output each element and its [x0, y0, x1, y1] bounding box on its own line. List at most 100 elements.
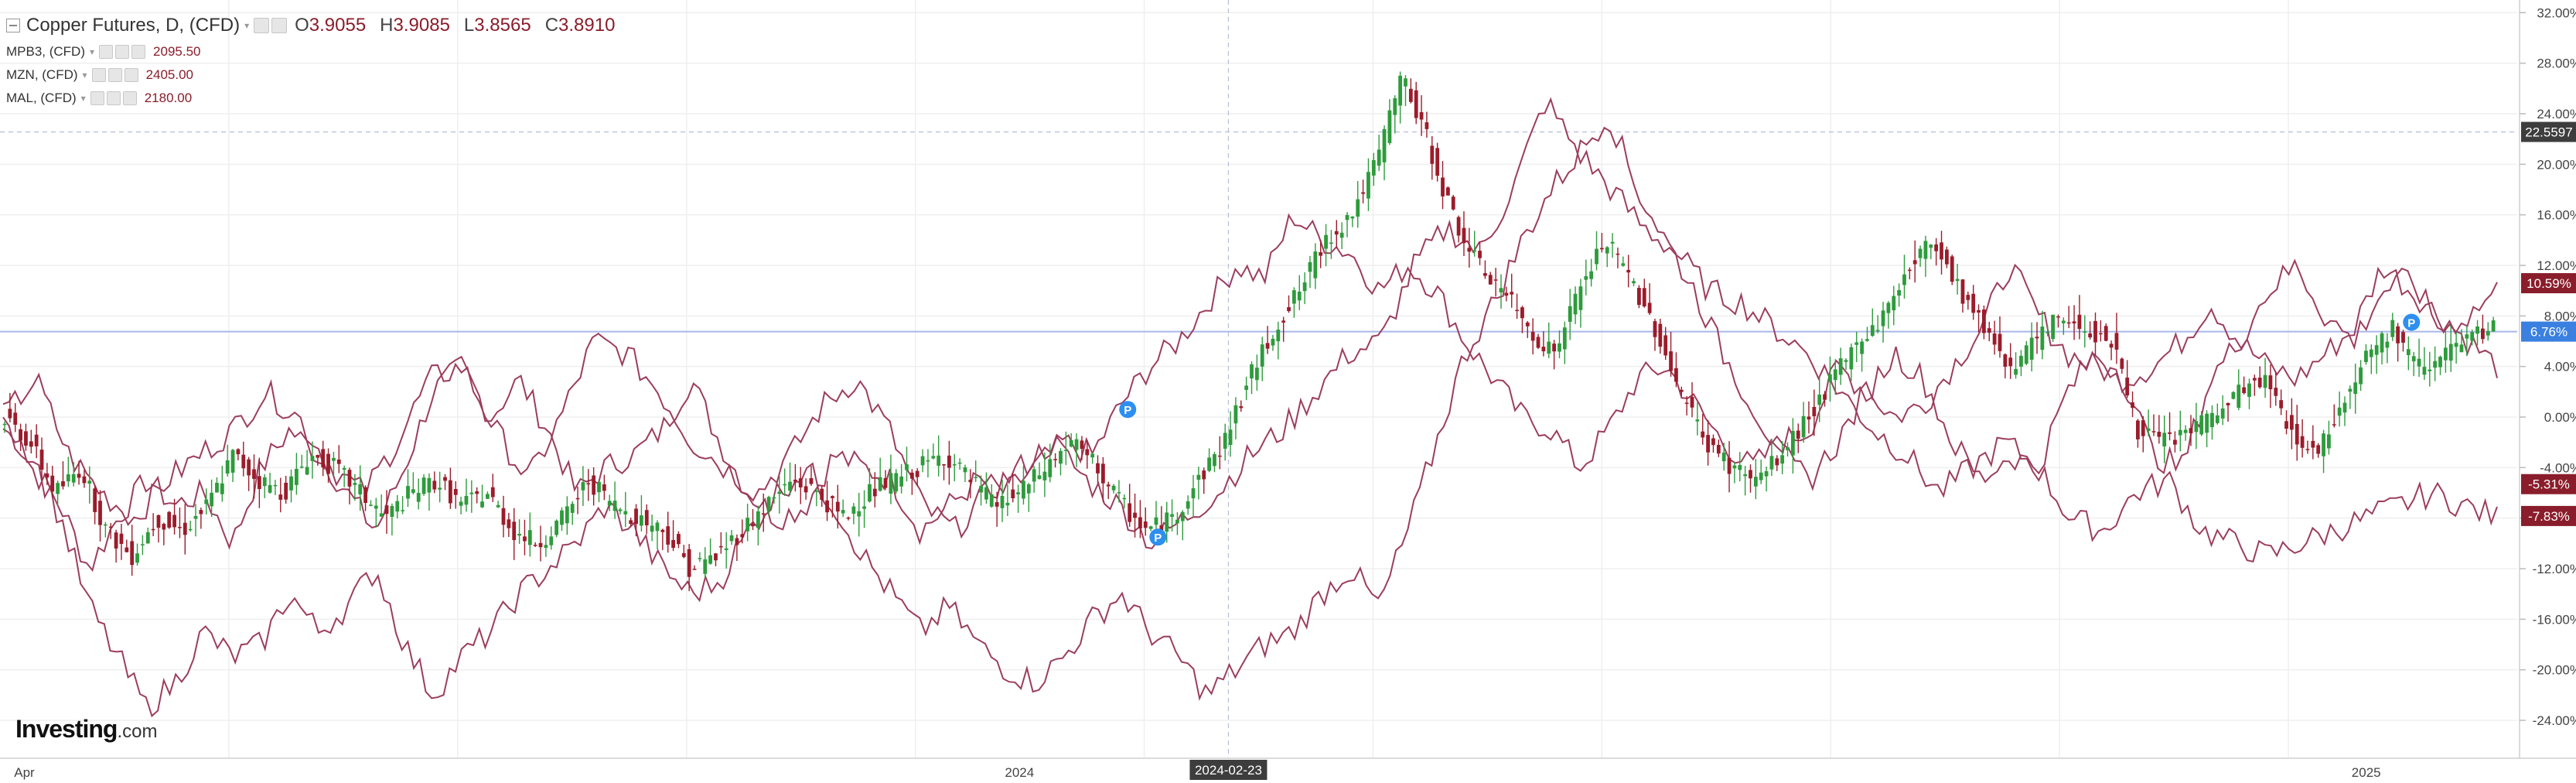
candle-up: [1329, 242, 1333, 244]
candle-up: [2422, 367, 2427, 375]
brand-logo[interactable]: Investing.com: [15, 715, 158, 743]
candle-down: [1706, 435, 1711, 453]
candle-down: [13, 412, 18, 425]
compare-symbol[interactable]: MZN, (CFD): [6, 67, 78, 82]
candle-down: [1912, 260, 1917, 265]
chevron-down-icon[interactable]: ▾: [80, 93, 86, 104]
chevron-down-icon[interactable]: ▾: [244, 20, 250, 31]
ohlc-low: L3.8565: [463, 15, 531, 36]
eye-icon[interactable]: [91, 68, 106, 82]
settings-icon[interactable]: [107, 68, 122, 82]
candle-down: [1934, 244, 1939, 251]
compare-symbol[interactable]: MPB3, (CFD): [6, 44, 85, 59]
candle-up: [421, 477, 426, 494]
candle-up: [1578, 286, 1583, 310]
candle-up: [2486, 330, 2490, 336]
candle-up: [1165, 512, 1169, 532]
candle-up: [225, 460, 230, 474]
candle-up: [1786, 447, 1790, 450]
chevron-down-icon[interactable]: ▾: [82, 70, 87, 80]
candle-up: [1254, 368, 1259, 381]
candle-up: [1854, 342, 1859, 345]
candle-up: [783, 484, 787, 486]
candle-down: [761, 513, 766, 515]
candle-up: [1759, 472, 1763, 480]
candle-down: [2396, 326, 2400, 344]
candle-down: [336, 459, 341, 464]
settings-icon[interactable]: [106, 91, 121, 105]
close-icon[interactable]: [124, 68, 138, 82]
candle-up: [703, 559, 708, 574]
badge-mpb3-bg: [2521, 474, 2576, 494]
candle-down: [1530, 331, 1535, 341]
candle-down: [2098, 333, 2103, 335]
main-symbol[interactable]: Copper Futures, D, (CFD): [26, 15, 241, 36]
candle-down: [1940, 242, 1943, 260]
candle-up: [2385, 341, 2390, 348]
candle-up: [2443, 347, 2448, 361]
candle-up: [358, 484, 363, 495]
candle-up: [1732, 465, 1737, 469]
settings-icon[interactable]: [271, 18, 288, 33]
candle-down: [1483, 273, 1487, 276]
candle-down: [1823, 394, 1827, 400]
candle-up: [1074, 439, 1079, 450]
candle-down: [671, 539, 675, 549]
candle-down: [2268, 375, 2273, 390]
candle-down: [1637, 288, 1641, 306]
chevron-down-icon[interactable]: ▾: [90, 46, 95, 57]
candle-down: [1414, 90, 1418, 118]
candle-down: [1510, 292, 1514, 295]
candle-up: [1929, 244, 1933, 248]
candle-up: [1111, 485, 1116, 491]
candle-down: [1053, 459, 1058, 460]
candle-down: [39, 450, 44, 470]
candle-up: [1558, 343, 1561, 352]
ohlc-open: O3.9055: [295, 15, 367, 36]
close-icon[interactable]: [122, 91, 137, 105]
candle-down: [681, 552, 686, 557]
candle-up: [145, 532, 150, 544]
collapse-icon[interactable]: [6, 19, 20, 32]
candle-up: [1345, 214, 1349, 221]
candle-down: [2252, 378, 2257, 381]
candle-up: [1297, 291, 1302, 301]
candle-up: [777, 491, 782, 494]
eye-icon[interactable]: [99, 45, 114, 59]
compare-symbol[interactable]: MAL, (CFD): [6, 91, 77, 105]
candle-down: [1701, 431, 1705, 438]
candle-down: [2289, 415, 2294, 430]
candle-down: [1982, 309, 1986, 333]
candle-down: [798, 478, 803, 487]
candle-down: [2008, 357, 2013, 367]
candle-up: [1918, 248, 1923, 258]
candle-down: [602, 484, 606, 491]
candle-up: [1260, 344, 1264, 367]
candle-up: [2247, 383, 2251, 397]
candle-up: [390, 505, 394, 517]
candle-down: [735, 538, 739, 545]
candle-up: [1769, 456, 1774, 470]
candle-up: [427, 477, 432, 493]
close-icon[interactable]: [131, 45, 146, 59]
candle-down: [1011, 489, 1015, 498]
settings-icon[interactable]: [115, 45, 130, 59]
candle-up: [1865, 339, 1869, 341]
candle-up: [342, 468, 346, 470]
series-line-mal: [2, 126, 2498, 718]
candle-up: [1923, 241, 1928, 259]
axis-tick-label: 4.00%: [2544, 360, 2576, 374]
candle-down: [1944, 249, 1949, 265]
candle-up: [560, 510, 564, 525]
candle-up: [1897, 289, 1902, 296]
time-axis-label: 2024: [1005, 765, 1034, 780]
candle-up: [2237, 385, 2241, 409]
candle-up: [1186, 501, 1190, 509]
candle-up: [1886, 303, 1891, 313]
candle-down: [8, 409, 12, 419]
candle-up: [527, 530, 532, 545]
eye-icon[interactable]: [254, 18, 270, 33]
candle-up: [2491, 320, 2496, 332]
eye-icon[interactable]: [90, 91, 104, 105]
